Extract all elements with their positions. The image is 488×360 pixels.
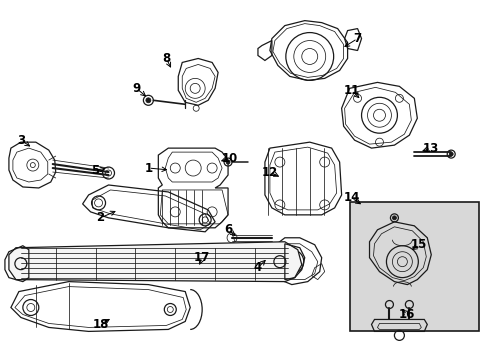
Text: 10: 10 <box>222 152 238 165</box>
Text: 17: 17 <box>194 251 210 264</box>
Text: 16: 16 <box>398 308 415 321</box>
Circle shape <box>392 216 396 220</box>
Text: 8: 8 <box>162 52 170 65</box>
Text: 3: 3 <box>17 134 25 147</box>
Text: 1: 1 <box>144 162 152 175</box>
Text: 14: 14 <box>343 192 359 204</box>
Text: 12: 12 <box>261 166 278 179</box>
Text: 13: 13 <box>422 141 439 155</box>
Circle shape <box>225 160 229 164</box>
Text: 18: 18 <box>92 318 108 331</box>
Text: 5: 5 <box>91 163 100 176</box>
Polygon shape <box>9 242 301 282</box>
Circle shape <box>448 152 452 156</box>
Text: 9: 9 <box>132 82 140 95</box>
Bar <box>349 202 478 332</box>
Text: 15: 15 <box>410 238 427 251</box>
Text: 2: 2 <box>96 211 104 224</box>
Circle shape <box>145 98 151 103</box>
Text: 7: 7 <box>353 32 361 45</box>
Text: 4: 4 <box>253 261 262 274</box>
Text: 11: 11 <box>343 84 359 97</box>
Text: 6: 6 <box>224 223 232 236</box>
